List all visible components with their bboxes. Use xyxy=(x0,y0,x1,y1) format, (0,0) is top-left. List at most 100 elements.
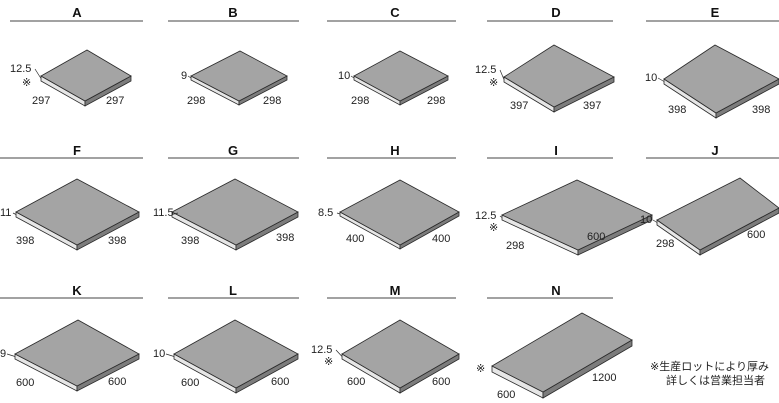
thickness-leader xyxy=(171,212,179,215)
tile-d: D 12.5※ 397 397 xyxy=(475,5,615,113)
depth-label: 400 xyxy=(432,233,450,245)
thickness-label: 9 xyxy=(0,348,6,360)
slab-top-face xyxy=(171,178,299,246)
width-label: 600 xyxy=(16,377,34,389)
tile-label: F xyxy=(73,143,81,158)
tile-g: G 11.5 398 398 xyxy=(153,143,299,251)
tile-l: L 10 600 600 xyxy=(153,283,299,394)
tile-label: E xyxy=(711,5,720,20)
thickness-note-mark: ※ xyxy=(476,363,485,375)
tile-c: C 10 298 298 xyxy=(327,5,456,107)
width-label: 298 xyxy=(351,95,369,107)
tile-i: I 12.5※ 298 600 xyxy=(475,143,653,256)
slab-top-face xyxy=(341,319,460,389)
footnote-line-2: 詳しくは営業担当者 xyxy=(666,374,765,387)
thickness-note-mark: ※ xyxy=(22,77,31,89)
thickness-leader xyxy=(12,212,17,215)
slab-top-face xyxy=(501,179,653,251)
width-label: 298 xyxy=(656,238,674,250)
tile-n: N ※ 600 1200 xyxy=(476,283,633,401)
slab-top-face xyxy=(190,50,288,102)
thickness-leader xyxy=(350,75,355,79)
slab-top-face xyxy=(173,319,299,389)
tile-label: I xyxy=(554,143,558,158)
width-label: 398 xyxy=(181,235,199,247)
thickness-label: 10 xyxy=(645,72,657,84)
thickness-label: 12.5 xyxy=(10,63,31,75)
depth-label: 600 xyxy=(747,229,765,241)
tile-label: B xyxy=(228,5,237,20)
thickness-label: 10 xyxy=(153,348,165,360)
tile-m: M 12.5※ 600 600 xyxy=(311,283,460,394)
thickness-leader xyxy=(335,349,343,357)
tile-label: M xyxy=(390,283,401,298)
slab-top-face xyxy=(14,319,140,387)
slab-top-face xyxy=(40,49,132,102)
slab-top-face xyxy=(663,44,779,114)
depth-label: 600 xyxy=(587,231,605,243)
tile-label: C xyxy=(390,5,400,20)
tile-label: D xyxy=(551,5,560,20)
thickness-label: 12.5 xyxy=(311,344,332,356)
width-label: 297 xyxy=(32,95,50,107)
thickness-label: 11.5 xyxy=(153,207,174,219)
tile-k: K 9 600 600 xyxy=(0,283,143,392)
tile-label: K xyxy=(72,283,82,298)
tile-a: A12.5※297 297 xyxy=(10,5,143,107)
depth-label: 398 xyxy=(276,232,294,244)
tile-label: G xyxy=(228,143,238,158)
width-label: 298 xyxy=(187,95,205,107)
width-label: 298 xyxy=(506,240,524,252)
slab-top-face xyxy=(656,177,779,251)
thickness-label: 12.5 xyxy=(475,210,496,222)
tile-f: F 11 398 398 xyxy=(0,143,143,251)
depth-label: 397 xyxy=(583,100,601,112)
footnote-line-1: ※生産ロットにより厚み xyxy=(650,360,769,373)
thickness-leader xyxy=(336,212,341,215)
depth-label: 1200 xyxy=(592,372,616,384)
thickness-leader xyxy=(499,215,503,218)
tile-label: N xyxy=(551,283,560,298)
thickness-note-mark: ※ xyxy=(489,77,498,89)
depth-label: 398 xyxy=(108,235,126,247)
depth-label: 600 xyxy=(432,376,450,388)
width-label: 400 xyxy=(346,233,364,245)
thickness-note-mark: ※ xyxy=(324,356,333,368)
depth-label: 298 xyxy=(427,95,445,107)
thickness-label: 11 xyxy=(0,207,11,219)
thickness-leader xyxy=(652,219,658,223)
tile-label: L xyxy=(229,283,237,298)
thickness-label: 10 xyxy=(338,70,350,82)
tile-label: J xyxy=(711,143,718,158)
slab-top-face xyxy=(353,50,449,102)
depth-label: 600 xyxy=(271,376,289,388)
thickness-leader xyxy=(657,77,665,82)
width-label: 398 xyxy=(668,104,686,116)
thickness-leader xyxy=(499,69,505,80)
depth-label: 398 xyxy=(752,104,770,116)
thickness-leader xyxy=(6,353,16,357)
slab-top-face xyxy=(503,44,615,108)
thickness-label: 9 xyxy=(181,70,187,82)
thickness-label: 10 xyxy=(640,214,652,226)
thickness-leader xyxy=(34,68,42,79)
width-label: 600 xyxy=(497,389,515,401)
tile-b: B 9 298 298 xyxy=(168,5,299,107)
depth-label: 600 xyxy=(108,376,126,388)
slab-top-face xyxy=(15,178,140,246)
width-label: 397 xyxy=(510,100,528,112)
tile-h: H 8.5 400 400 xyxy=(318,143,460,250)
width-label: 600 xyxy=(181,377,199,389)
depth-label: 298 xyxy=(263,95,281,107)
tile-label: H xyxy=(390,143,399,158)
width-label: 398 xyxy=(16,235,34,247)
thickness-leader xyxy=(165,353,175,357)
tile-e: E 10 398 398 xyxy=(645,5,779,119)
thickness-label: 12.5 xyxy=(475,64,496,76)
tile-label: A xyxy=(72,5,82,20)
slab-top-face xyxy=(339,179,460,246)
depth-label: 297 xyxy=(106,95,124,107)
thickness-label: 8.5 xyxy=(318,207,333,219)
thickness-leader xyxy=(187,75,192,79)
